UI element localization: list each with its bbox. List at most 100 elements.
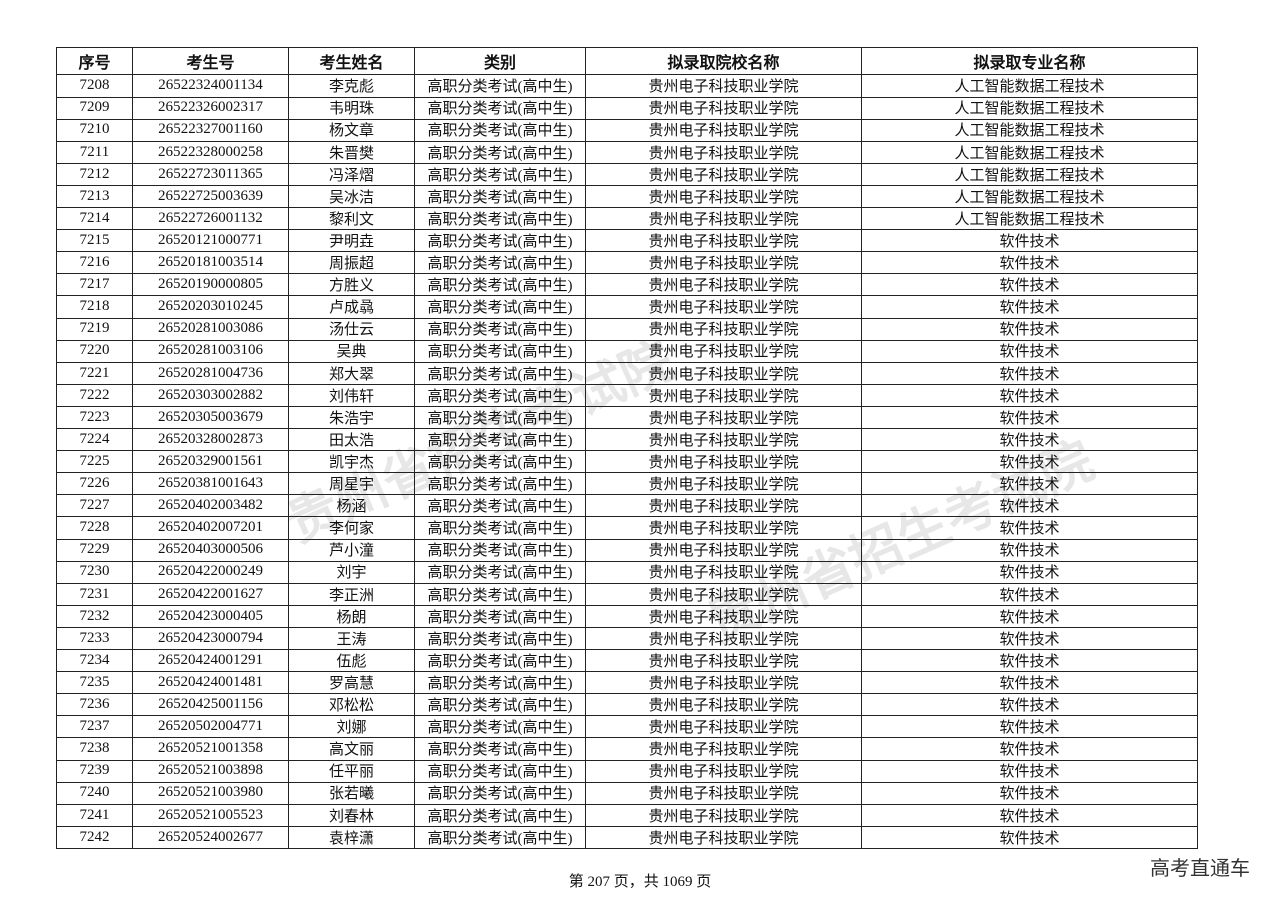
- table-cell: 贵州电子科技职业学院: [586, 185, 862, 209]
- table-cell: 7234: [56, 649, 133, 673]
- logo-text: 高考直通车: [1150, 856, 1250, 880]
- table-cell: 7238: [56, 738, 133, 761]
- header-cell: 序号: [56, 47, 133, 75]
- table-cell: 26522326002317: [133, 97, 289, 120]
- table-cell: 朱浩宇: [289, 406, 415, 430]
- table-cell: 26520303002882: [133, 384, 289, 407]
- table-cell: 贵州电子科技职业学院: [586, 384, 862, 407]
- table-cell: 软件技术: [862, 472, 1198, 496]
- table-cell: 7216: [56, 251, 133, 275]
- table-cell: 贵州电子科技职业学院: [586, 251, 862, 275]
- table-cell: 26520402007201: [133, 517, 289, 540]
- table-cell: 高职分类考试(高中生): [415, 472, 586, 496]
- table-cell: 高职分类考试(高中生): [415, 517, 586, 540]
- table-cell: 26522723011365: [133, 163, 289, 186]
- table-cell: 26520422000249: [133, 561, 289, 584]
- table-cell: 高职分类考试(高中生): [415, 561, 586, 584]
- table-cell: 26520121000771: [133, 229, 289, 253]
- table-cell: 高职分类考试(高中生): [415, 671, 586, 695]
- table-cell: 7237: [56, 715, 133, 739]
- table-cell: 26520190000805: [133, 273, 289, 297]
- table-cell: 7226: [56, 472, 133, 496]
- table-cell: 7214: [56, 207, 133, 231]
- table-cell: 26520521005523: [133, 804, 289, 827]
- table-cell: 7209: [56, 97, 133, 120]
- table-cell: 软件技术: [862, 804, 1198, 827]
- table-cell: 高职分类考试(高中生): [415, 605, 586, 628]
- table-cell: 软件技术: [862, 715, 1198, 739]
- table-cell: 软件技术: [862, 760, 1198, 783]
- table-cell: 软件技术: [862, 296, 1198, 319]
- table-cell: 刘伟轩: [289, 384, 415, 407]
- table-cell: 高职分类考试(高中生): [415, 163, 586, 186]
- table-cell: 高文丽: [289, 738, 415, 761]
- table-cell: 软件技术: [862, 782, 1198, 805]
- header-cell: 考生姓名: [289, 47, 415, 75]
- table-cell: 冯泽熠: [289, 163, 415, 186]
- table-cell: 贵州电子科技职业学院: [586, 826, 862, 849]
- table-cell: 软件技术: [862, 229, 1198, 253]
- table-cell: 26520521003980: [133, 782, 289, 805]
- table-cell: 7213: [56, 185, 133, 209]
- table-cell: 高职分类考试(高中生): [415, 428, 586, 452]
- table-cell: 26520521001358: [133, 738, 289, 761]
- table-cell: 吴典: [289, 340, 415, 363]
- table-cell: 高职分类考试(高中生): [415, 649, 586, 673]
- table-cell: 高职分类考试(高中生): [415, 384, 586, 407]
- table-cell: 26520305003679: [133, 406, 289, 430]
- table-cell: 贵州电子科技职业学院: [586, 406, 862, 430]
- table-cell: 高职分类考试(高中生): [415, 738, 586, 761]
- table-cell: 26520521003898: [133, 760, 289, 783]
- table-cell: 软件技术: [862, 494, 1198, 518]
- table-cell: 凯宇杰: [289, 450, 415, 474]
- table-cell: 贵州电子科技职业学院: [586, 428, 862, 452]
- table-cell: 软件技术: [862, 671, 1198, 695]
- table-cell: 人工智能数据工程技术: [862, 207, 1198, 231]
- table-cell: 软件技术: [862, 428, 1198, 452]
- table-cell: 软件技术: [862, 561, 1198, 584]
- table-cell: 高职分类考试(高中生): [415, 406, 586, 430]
- table-cell: 张若曦: [289, 782, 415, 805]
- table-cell: 贵州电子科技职业学院: [586, 207, 862, 231]
- table-cell: 高职分类考试(高中生): [415, 273, 586, 297]
- table-cell: 软件技术: [862, 406, 1198, 430]
- table-cell: 周星宇: [289, 472, 415, 496]
- table-cell: 26520203010245: [133, 296, 289, 319]
- table-cell: 7231: [56, 583, 133, 606]
- table-cell: 贵州电子科技职业学院: [586, 804, 862, 827]
- table-cell: 软件技术: [862, 318, 1198, 341]
- table-cell: 7240: [56, 782, 133, 805]
- table-cell: 软件技术: [862, 517, 1198, 540]
- table-cell: 26520281003106: [133, 340, 289, 363]
- table-cell: 7230: [56, 561, 133, 584]
- table-cell: 26520329001561: [133, 450, 289, 474]
- table-cell: 人工智能数据工程技术: [862, 97, 1198, 120]
- table-cell: 高职分类考试(高中生): [415, 296, 586, 319]
- table-cell: 贵州电子科技职业学院: [586, 340, 862, 363]
- table-cell: 7224: [56, 428, 133, 452]
- table-cell: 26520381001643: [133, 472, 289, 496]
- table-cell: 软件技术: [862, 362, 1198, 385]
- table-cell: 人工智能数据工程技术: [862, 75, 1198, 98]
- table-cell: 贵州电子科技职业学院: [586, 362, 862, 385]
- table-cell: 7223: [56, 406, 133, 430]
- table-cell: 26522726001132: [133, 207, 289, 231]
- table-cell: 7219: [56, 318, 133, 341]
- table-cell: 高职分类考试(高中生): [415, 119, 586, 142]
- table-cell: 26520403000506: [133, 539, 289, 562]
- table-cell: 贵州电子科技职业学院: [586, 517, 862, 540]
- header-cell: 考生号: [133, 47, 289, 75]
- table-cell: 高职分类考试(高中生): [415, 539, 586, 562]
- table-cell: 7225: [56, 450, 133, 474]
- table-cell: 高职分类考试(高中生): [415, 340, 586, 363]
- table-cell: 贵州电子科技职业学院: [586, 273, 862, 297]
- table-cell: 贵州电子科技职业学院: [586, 671, 862, 695]
- table-cell: 刘娜: [289, 715, 415, 739]
- table-cell: 方胜义: [289, 273, 415, 297]
- table-cell: 人工智能数据工程技术: [862, 185, 1198, 209]
- table-cell: 吴冰洁: [289, 185, 415, 209]
- table-cell: 高职分类考试(高中生): [415, 450, 586, 474]
- table-cell: 7217: [56, 273, 133, 297]
- table-cell: 26520423000794: [133, 627, 289, 651]
- table-cell: 人工智能数据工程技术: [862, 141, 1198, 164]
